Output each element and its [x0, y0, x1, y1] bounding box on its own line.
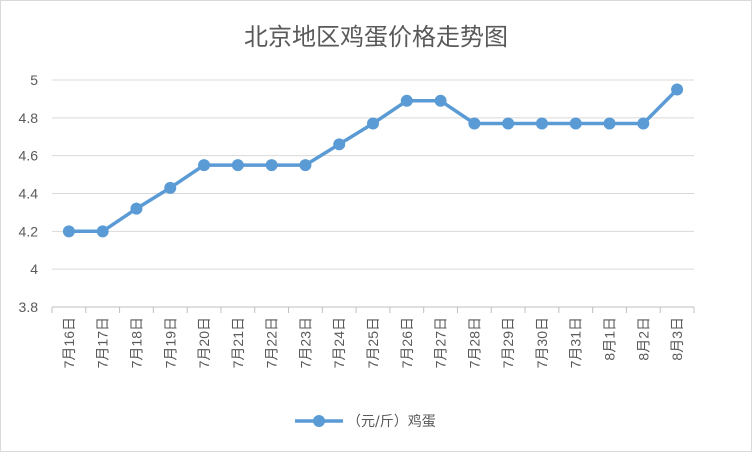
- y-tick-label: 4: [30, 261, 38, 277]
- x-tick-label: 7月27日: [433, 317, 449, 368]
- x-tick-label: 7月22日: [264, 317, 280, 368]
- x-tick-label: 7月26日: [399, 317, 415, 368]
- gridlines: [51, 79, 695, 313]
- x-tick-label: 7月31日: [568, 317, 584, 368]
- legend-marker-swatch: [313, 415, 325, 427]
- data-point: [603, 117, 616, 130]
- series-group: [62, 83, 684, 238]
- data-point: [502, 117, 515, 130]
- x-tick-label: 7月18日: [128, 317, 144, 368]
- data-point: [164, 181, 177, 194]
- data-point: [265, 159, 278, 172]
- legend-label: （元/斤）鸡蛋: [347, 413, 436, 430]
- data-point: [535, 117, 548, 130]
- series-line: [67, 87, 679, 234]
- y-tick-label: 4.4: [19, 186, 39, 202]
- x-tick-label: 7月23日: [297, 317, 313, 368]
- x-tick-label: 7月25日: [365, 317, 381, 368]
- data-point: [468, 117, 481, 130]
- data-point: [367, 117, 379, 130]
- data-point: [231, 159, 244, 172]
- y-tick-label: 5: [30, 72, 38, 88]
- y-tick-label: 3.8: [19, 299, 39, 315]
- legend: （元/斤）鸡蛋: [295, 413, 436, 430]
- x-tick-label: 7月28日: [466, 317, 482, 368]
- chart-title: 北京地区鸡蛋价格走势图: [244, 23, 508, 51]
- x-axis-ticks: 7月16日 7月17日 7月18日 7月19日 7月20日 7月21日 7月22日 7月23日…: [61, 317, 685, 368]
- data-point: [130, 202, 143, 215]
- x-tick-label: 7月19日: [162, 317, 178, 368]
- y-tick-label: 4.6: [19, 148, 39, 164]
- data-point: [569, 117, 582, 130]
- data-point: [198, 159, 211, 172]
- y-tick-label: 4.2: [19, 223, 39, 239]
- data-point: [333, 138, 346, 151]
- x-tick-label: 7月29日: [500, 317, 516, 368]
- x-tick-label: 8月1日: [602, 317, 618, 361]
- data-point: [96, 225, 109, 238]
- x-tick-label: 7月24日: [331, 317, 347, 368]
- x-tick-label: 7月30日: [534, 317, 550, 368]
- x-tick-label: 7月20日: [196, 317, 212, 368]
- y-tick-label: 4.8: [19, 110, 39, 126]
- y-axis-ticks: 3.8 4 4.2 4.4 4.6 4.8 5: [19, 72, 39, 315]
- data-point: [62, 225, 75, 238]
- data-point: [637, 117, 650, 130]
- data-point: [671, 83, 684, 96]
- x-tick-label: 7月17日: [95, 317, 111, 368]
- data-point: [400, 94, 413, 107]
- data-point: [434, 94, 447, 107]
- x-tick-label: 8月3日: [669, 317, 685, 361]
- x-tick-label: 7月16日: [61, 317, 77, 368]
- x-tick-label: 8月2日: [635, 317, 651, 361]
- data-point: [299, 159, 312, 172]
- x-tick-label: 7月21日: [230, 317, 246, 368]
